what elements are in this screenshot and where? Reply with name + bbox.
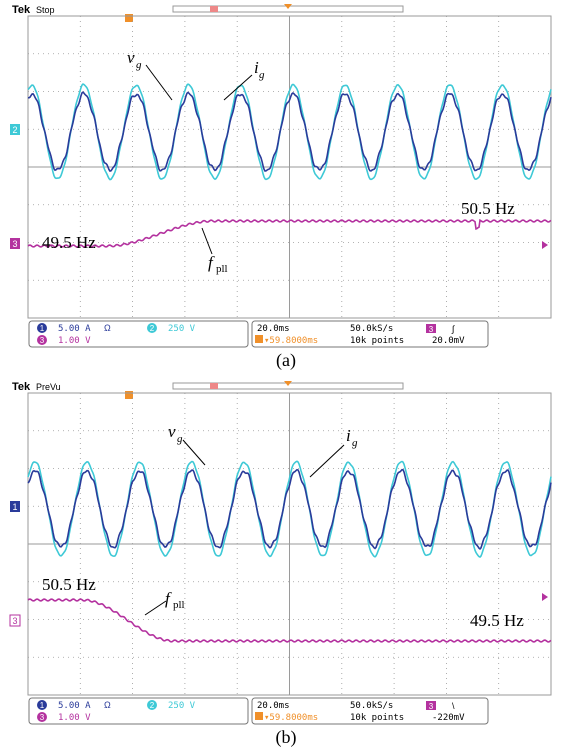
trigger-position-icon	[284, 381, 292, 386]
caption-a: (a)	[276, 350, 296, 370]
svg-text:1: 1	[40, 701, 45, 710]
svg-text:Ω: Ω	[104, 323, 111, 333]
ch1-marker: 1	[10, 501, 20, 512]
brand-label: Tek	[12, 381, 31, 393]
scope-panel-b: Tek PreVu 1 3 v g i g	[0, 377, 572, 727]
svg-text:∫: ∫	[451, 324, 456, 334]
acq-status: PreVu	[36, 382, 61, 392]
svg-text:g: g	[136, 59, 142, 71]
annotation-fpll: f pll	[144, 589, 185, 616]
freq-label-right: 50.5 Hz	[461, 199, 515, 218]
svg-text:3: 3	[40, 713, 45, 722]
series-ig-ch1	[27, 91, 552, 173]
svg-text:1.00 V: 1.00 V	[58, 713, 91, 723]
svg-text:10k points: 10k points	[350, 336, 404, 346]
svg-text:50.0kS/s: 50.0kS/s	[350, 324, 393, 334]
channel-readout: 1 5.00 A Ω 2 250 V 3 1.00 V	[28, 320, 249, 348]
svg-text:i: i	[254, 58, 259, 77]
series-fpll-ch3	[27, 598, 552, 643]
ch3-level-icon	[542, 241, 548, 249]
ch3-level-icon	[542, 593, 548, 601]
svg-text:2: 2	[150, 701, 155, 710]
svg-text:i: i	[346, 426, 351, 445]
svg-text:5.00 A: 5.00 A	[58, 324, 91, 334]
svg-text:20.0mV: 20.0mV	[432, 336, 465, 346]
svg-text:g: g	[259, 69, 265, 81]
grid-lines	[28, 393, 551, 695]
svg-text:20.0ms: 20.0ms	[257, 701, 290, 711]
svg-text:50.0kS/s: 50.0kS/s	[350, 701, 393, 711]
svg-text:3: 3	[12, 239, 17, 249]
caption-b: (b)	[275, 727, 297, 747]
svg-text:▾59.8000ms: ▾59.8000ms	[264, 713, 318, 723]
scope-screen-a: Tek Stop 2 3 v g i g	[0, 0, 572, 350]
svg-text:pll: pll	[216, 263, 228, 275]
annotation-ig: i g	[223, 58, 265, 101]
record-window	[210, 6, 218, 12]
svg-text:1: 1	[40, 324, 45, 333]
svg-text:1.00 V: 1.00 V	[58, 336, 91, 346]
trigger-position-icon	[284, 4, 292, 9]
svg-text:g: g	[352, 437, 358, 449]
svg-text:2: 2	[150, 324, 155, 333]
svg-text:▾59.8000ms: ▾59.8000ms	[264, 336, 318, 346]
svg-text:20.0ms: 20.0ms	[257, 324, 290, 334]
svg-text:3: 3	[429, 325, 434, 334]
freq-label-left: 49.5 Hz	[42, 233, 96, 252]
svg-text:3: 3	[40, 336, 45, 345]
grid-lines	[28, 16, 551, 318]
series-ig-ch1	[27, 468, 552, 550]
annotation-vg: v g	[168, 422, 206, 466]
svg-text:v: v	[168, 422, 176, 441]
svg-text:f: f	[165, 589, 172, 608]
svg-text:g: g	[177, 433, 183, 445]
scope-panel-a: Tek Stop 2 3 v g i g	[0, 0, 572, 350]
ch3-marker: 3	[9, 614, 21, 627]
annotation-fpll: f pll	[201, 227, 228, 275]
series-fpll-ch3	[27, 218, 552, 248]
graticule	[27, 15, 552, 319]
svg-text:pll: pll	[173, 599, 185, 611]
record-window	[210, 383, 218, 389]
acq-status: Stop	[36, 5, 55, 15]
graticule	[27, 392, 552, 696]
trigger-marker-icon	[125, 391, 133, 399]
annotation-ig: i g	[309, 426, 358, 478]
svg-text:3: 3	[429, 702, 434, 711]
horizontal-readout: 20.0ms 50.0kS/s ▾59.8000ms 10k points 3 …	[251, 320, 489, 348]
svg-text:5.00 A: 5.00 A	[58, 701, 91, 711]
svg-text:\: \	[452, 701, 455, 711]
svg-text:f: f	[208, 253, 215, 272]
svg-text:v: v	[127, 48, 135, 67]
ch3-marker: 3	[10, 238, 20, 249]
freq-label-right: 49.5 Hz	[470, 611, 524, 630]
channel-readout: 1 5.00 A Ω 2 250 V 3 1.00 V	[28, 697, 249, 725]
svg-text:-220mV: -220mV	[432, 713, 465, 723]
freq-label-left: 50.5 Hz	[42, 575, 96, 594]
svg-text:250 V: 250 V	[168, 701, 196, 711]
svg-text:250 V: 250 V	[168, 324, 196, 334]
ch2-marker: 2	[10, 124, 20, 135]
svg-text:3: 3	[12, 616, 17, 626]
scope-screen-b: Tek PreVu 1 3 v g i g	[0, 377, 572, 727]
brand-label: Tek	[12, 4, 31, 16]
trigger-marker-icon	[125, 14, 133, 22]
svg-text:1: 1	[12, 502, 17, 512]
svg-text:10k points: 10k points	[350, 713, 404, 723]
horizontal-readout: 20.0ms 50.0kS/s ▾59.8000ms 10k points 3 …	[251, 697, 489, 725]
svg-text:2: 2	[12, 125, 17, 135]
svg-text:Ω: Ω	[104, 700, 111, 710]
annotation-vg: v g	[127, 48, 173, 101]
